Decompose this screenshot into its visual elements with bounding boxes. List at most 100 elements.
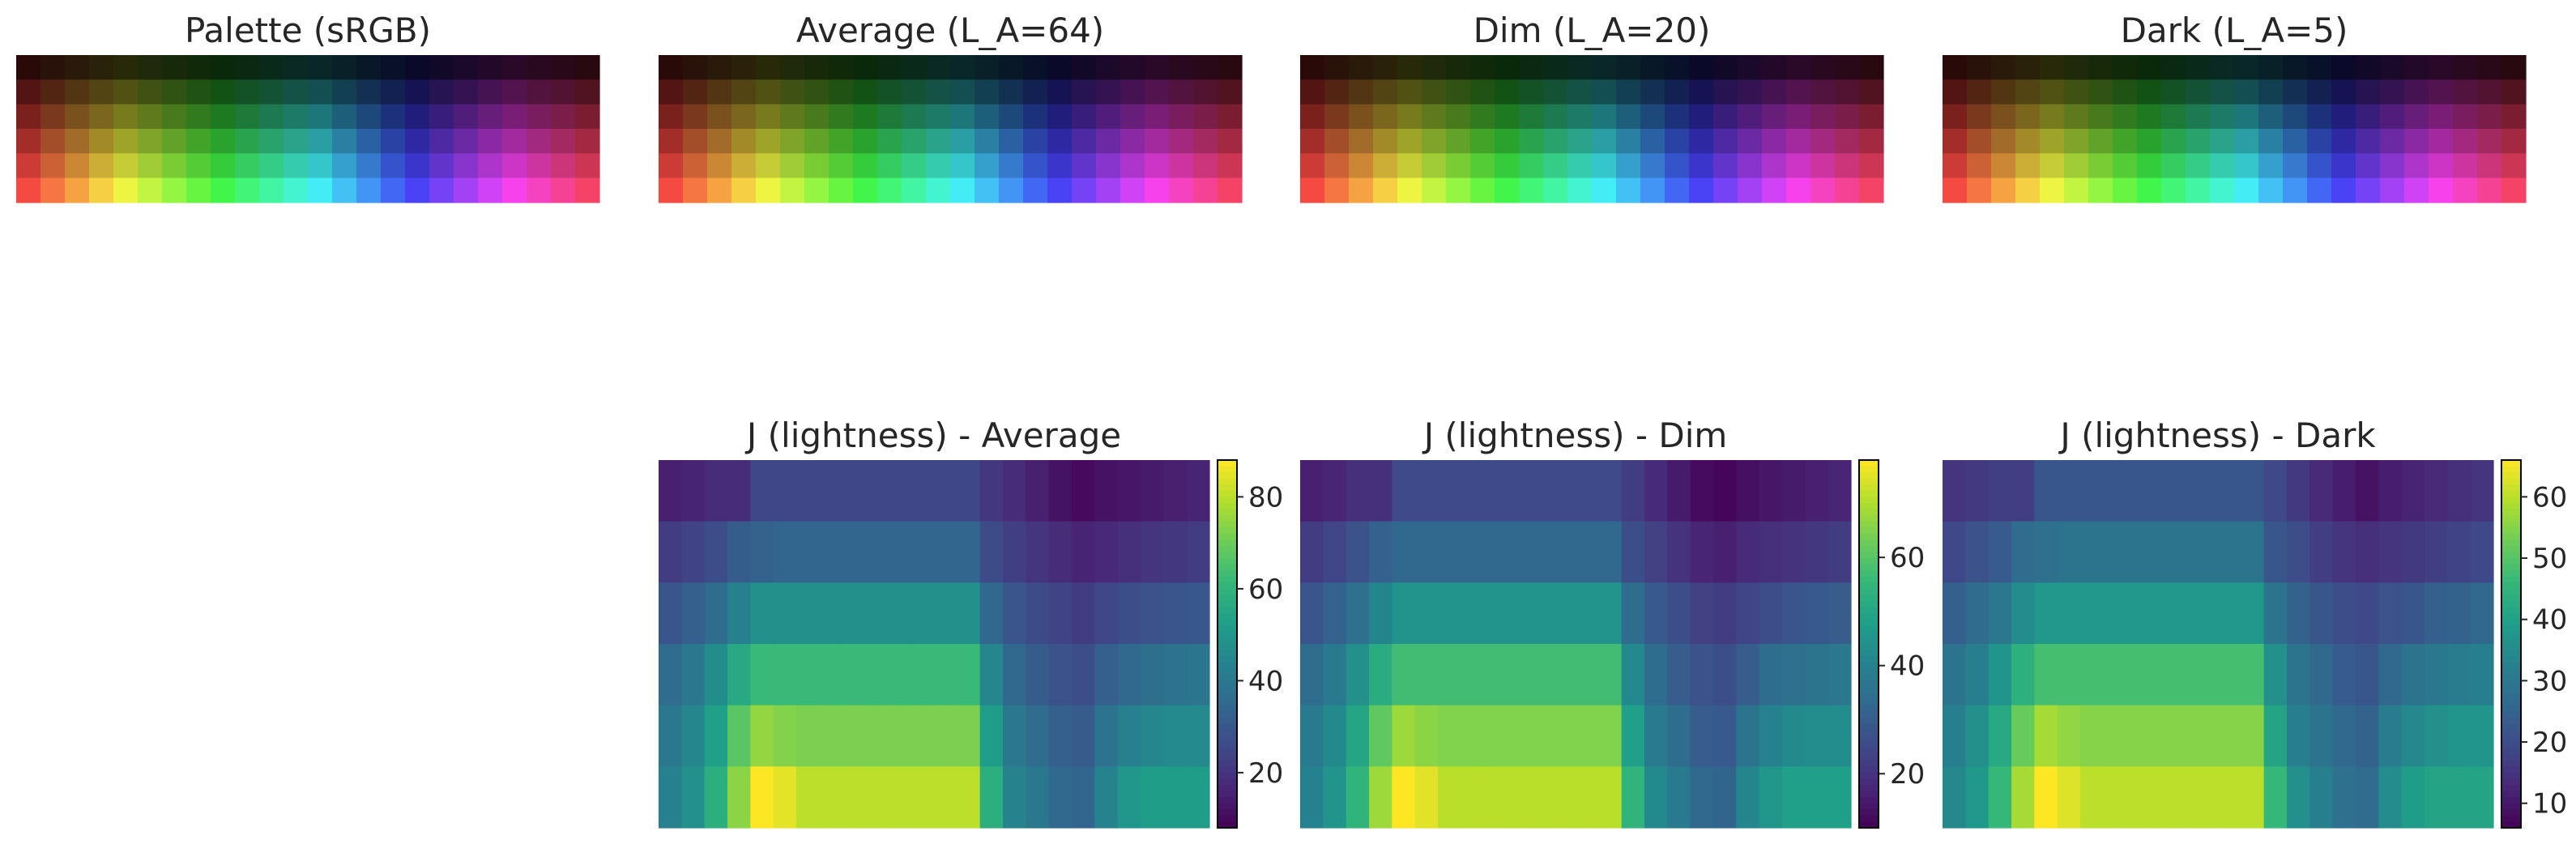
colorbar-gradient-segment xyxy=(1859,539,1879,547)
colorbar-gradient-segment xyxy=(1859,772,1879,780)
palette-cell xyxy=(2015,177,2041,203)
palette-cell xyxy=(780,79,805,105)
palette-cell xyxy=(1616,177,1641,203)
palette-cell xyxy=(2137,177,2162,203)
palette-cell xyxy=(2307,104,2332,130)
heatmap-cell xyxy=(1529,766,1554,829)
heatmap-cell xyxy=(704,460,728,522)
palette-cell xyxy=(1762,177,1787,203)
heatmap-cell xyxy=(796,521,820,583)
colorbar-gradient-segment xyxy=(1859,625,1879,633)
colorbar-gradient-segment xyxy=(1859,803,1879,810)
heatmap-cell xyxy=(1163,766,1188,829)
heatmap-cell xyxy=(2378,521,2403,583)
palette-cell xyxy=(356,177,382,203)
palette-cell xyxy=(1397,55,1422,80)
heatmap-cell xyxy=(1576,582,1599,645)
palette-cell xyxy=(1786,153,1811,179)
heatmap-cell xyxy=(1690,460,1714,522)
heatmap-cell xyxy=(659,582,682,645)
palette-cell xyxy=(575,129,600,154)
heatmap-title-dim: J (lightness) - Dim xyxy=(1422,416,1728,455)
heatmap-cell xyxy=(1713,460,1737,522)
palette-cell xyxy=(756,153,781,179)
palette-cell xyxy=(1567,153,1593,179)
palette-cell xyxy=(527,104,552,130)
palette-cell xyxy=(707,177,732,203)
palette-cell xyxy=(186,177,211,203)
palette-cell xyxy=(1349,55,1374,80)
heatmap-cell xyxy=(1736,644,1760,706)
palette-cell xyxy=(2258,153,2284,179)
palette-cell xyxy=(1762,55,1787,80)
colorbar-gradient-segment xyxy=(1218,821,1237,829)
palette-cell xyxy=(1120,79,1145,105)
heatmap-cell xyxy=(1988,582,2012,645)
heatmap-cell xyxy=(819,644,843,706)
palette-cell xyxy=(2015,153,2041,179)
palette-cell xyxy=(829,177,854,203)
palette-cell xyxy=(2113,129,2138,154)
heatmap-cell xyxy=(2309,582,2334,645)
palette-cell xyxy=(1120,129,1145,154)
heatmap-cell xyxy=(2011,644,2035,706)
heatmap-cell xyxy=(1300,705,1324,767)
colorbar-gradient-segment xyxy=(1218,601,1237,608)
heatmap-title-average: J (lightness) - Average xyxy=(744,416,1121,455)
heatmap-cell xyxy=(979,582,1004,645)
heatmap-cell xyxy=(1598,521,1623,583)
heatmap-cell xyxy=(1483,705,1508,767)
heatmap-cell xyxy=(1186,705,1210,767)
palette-cell xyxy=(2429,104,2454,130)
palette-cell xyxy=(1193,153,1218,179)
palette-cell xyxy=(1519,104,1544,130)
colorbar-gradient-segment xyxy=(1218,521,1237,528)
heatmap-cell xyxy=(1117,521,1141,583)
palette-cell xyxy=(950,129,975,154)
heatmap-cell xyxy=(2149,521,2173,583)
heatmap-cell xyxy=(659,705,682,767)
palette-cell xyxy=(2210,177,2235,203)
palette-cell xyxy=(707,104,732,130)
heatmap-cell xyxy=(1048,766,1073,829)
palette-cell xyxy=(2356,55,2381,80)
heatmap-cell xyxy=(2057,766,2081,829)
heatmap-cell xyxy=(1323,460,1347,522)
heatmap-cell xyxy=(842,460,866,522)
colorbar-gradient-segment xyxy=(1859,607,1879,614)
heatmap-cell xyxy=(1782,521,1806,583)
colorbar-gradient-segment xyxy=(2501,625,2521,633)
palette-cell xyxy=(1943,177,1968,203)
palette-cell xyxy=(113,104,139,130)
palette-cell xyxy=(1373,129,1398,154)
palette-cell xyxy=(853,104,878,130)
palette-panel-srgb: Palette (sRGB) xyxy=(16,11,600,203)
palette-cell xyxy=(1096,129,1121,154)
heatmap-cell xyxy=(1576,644,1599,706)
heatmap-cell xyxy=(2194,582,2219,645)
palette-cell xyxy=(1543,129,1568,154)
palette-cell xyxy=(65,129,90,154)
heatmap-cell xyxy=(2103,521,2127,583)
heatmap-cell xyxy=(773,705,797,767)
palette-cell xyxy=(1738,177,1763,203)
palette-cell xyxy=(65,177,90,203)
palette-cell xyxy=(2113,153,2138,179)
palette-cell xyxy=(1446,79,1471,105)
heatmap-cell xyxy=(773,644,797,706)
palette-cell xyxy=(2234,104,2259,130)
palette-cell xyxy=(138,104,163,130)
heatmap-cell xyxy=(659,521,682,583)
heatmap-cell xyxy=(2080,644,2104,706)
palette-cell xyxy=(1786,79,1811,105)
colorbar-gradient-segment xyxy=(1859,515,1879,522)
palette-cell xyxy=(780,104,805,130)
heatmap-cell xyxy=(1690,582,1714,645)
heatmap-cell xyxy=(796,705,820,767)
heatmap-cell xyxy=(2194,766,2219,829)
palette-cell xyxy=(1169,79,1194,105)
panel-title-dim: Dim (L_A=20) xyxy=(1474,11,1711,50)
palette-cell xyxy=(2064,129,2089,154)
heatmap-cell xyxy=(2356,582,2379,645)
heatmap-cell xyxy=(1736,705,1760,767)
